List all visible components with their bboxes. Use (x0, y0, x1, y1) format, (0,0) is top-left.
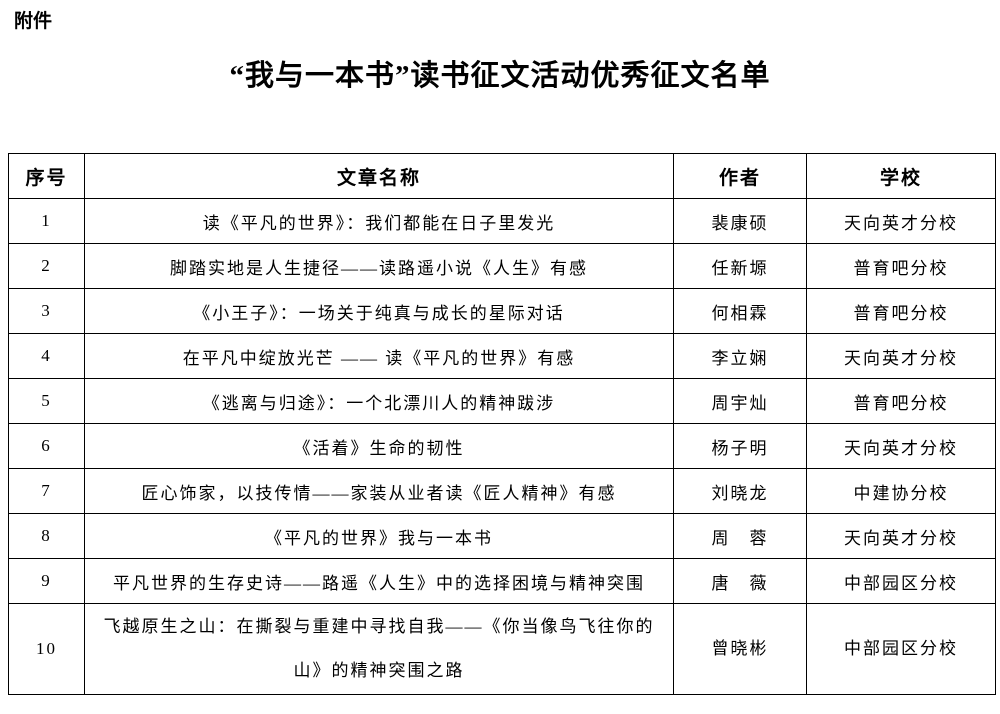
article-title: 《小王子》：一场关于纯真与成长的星际对话 (84, 288, 674, 334)
school-name: 中部园区分校 (806, 603, 996, 695)
table-row: 5 《逃离与归途》：一个北漂川人的精神跋涉 周宇灿 普育吧分校 (8, 378, 996, 424)
article-title: 《活着》生命的韧性 (84, 423, 674, 469)
author-name: 裴康硕 (673, 198, 807, 244)
school-name: 普育吧分校 (806, 243, 996, 289)
row-number: 5 (8, 378, 85, 424)
article-title: 在平凡中绽放光芒 —— 读《平凡的世界》有感 (84, 333, 674, 379)
row-number: 8 (8, 513, 85, 559)
article-title: 脚踏实地是人生捷径——读路遥小说《人生》有感 (84, 243, 674, 289)
author-name: 刘晓龙 (673, 468, 807, 514)
header-number: 序号 (8, 153, 85, 199)
header-article: 文章名称 (84, 153, 674, 199)
row-number: 3 (8, 288, 85, 334)
header-school: 学校 (806, 153, 996, 199)
article-title: 《平凡的世界》我与一本书 (84, 513, 674, 559)
table-row: 8 《平凡的世界》我与一本书周 蓉天向英才分校 (8, 513, 996, 559)
table-row: 6 《活着》生命的韧性 杨子明 天向英才分校 (8, 423, 996, 469)
author-name: 周宇灿 (673, 378, 807, 424)
table-row: 1 读《平凡的世界》：我们都能在日子里发光 裴康硕 天向英才分校 (8, 198, 996, 244)
author-name: 任新塬 (673, 243, 807, 289)
page-title: “我与一本书”读书征文活动优秀征文名单 (229, 60, 771, 92)
author-name: 周 蓉 (673, 513, 807, 559)
row-number: 2 (8, 243, 85, 289)
author-name: 李立娴 (673, 333, 807, 379)
article-title: 读《平凡的世界》：我们都能在日子里发光 (84, 198, 674, 244)
header-author: 作者 (673, 153, 807, 199)
table-header-row: 序号 文章名称 作者 学校 (8, 153, 996, 199)
school-name: 天向英才分校 (806, 513, 996, 559)
school-name: 普育吧分校 (806, 378, 996, 424)
school-name: 天向英才分校 (806, 333, 996, 379)
school-name: 天向英才分校 (806, 198, 996, 244)
table-row: 10 飞越原生之山：在撕裂与重建中寻找自我——《你当像鸟飞往你的山》的精神突围之路… (8, 603, 996, 695)
article-title: 飞越原生之山：在撕裂与重建中寻找自我——《你当像鸟飞往你的山》的精神突围之路 (84, 603, 674, 695)
school-name: 普育吧分校 (806, 288, 996, 334)
row-number: 6 (8, 423, 85, 469)
attachment-label: 附件 (14, 11, 53, 32)
author-name: 曾晓彬 (673, 603, 807, 695)
article-title: 《逃离与归途》：一个北漂川人的精神跋涉 (84, 378, 674, 424)
row-number: 1 (8, 198, 85, 244)
school-name: 中部园区分校 (806, 558, 996, 604)
table-row: 3 《小王子》：一场关于纯真与成长的星际对话 何相霖 普育吧分校 (8, 288, 996, 334)
author-name: 何相霖 (673, 288, 807, 334)
school-name: 天向英才分校 (806, 423, 996, 469)
article-title: 平凡世界的生存史诗——路遥《人生》中的选择困境与精神突围 (84, 558, 674, 604)
table-row: 2 脚踏实地是人生捷径——读路遥小说《人生》有感 任新塬 普育吧分校 (8, 243, 996, 289)
row-number: 7 (8, 468, 85, 514)
author-name: 唐 薇 (673, 558, 807, 604)
author-name: 杨子明 (673, 423, 807, 469)
row-number: 4 (8, 333, 85, 379)
award-list-table: 序号 文章名称 作者 学校 1 读《平凡的世界》：我们都能在日子里发光 裴康硕 天向英… (8, 153, 996, 695)
row-number: 9 (8, 558, 85, 604)
article-title: 匠心饰家，以技传情——家装从业者读《匠人精神》有感 (84, 468, 674, 514)
table-row: 4 在平凡中绽放光芒 —— 读《平凡的世界》有感 李立娴 天向英才分校 (8, 333, 996, 379)
table-row: 7 匠心饰家，以技传情——家装从业者读《匠人精神》有感 刘晓龙 中建协分校 (8, 468, 996, 514)
row-number: 10 (8, 603, 85, 695)
school-name: 中建协分校 (806, 468, 996, 514)
table-row: 9 平凡世界的生存史诗——路遥《人生》中的选择困境与精神突围唐 薇中部园区分校 (8, 558, 996, 604)
